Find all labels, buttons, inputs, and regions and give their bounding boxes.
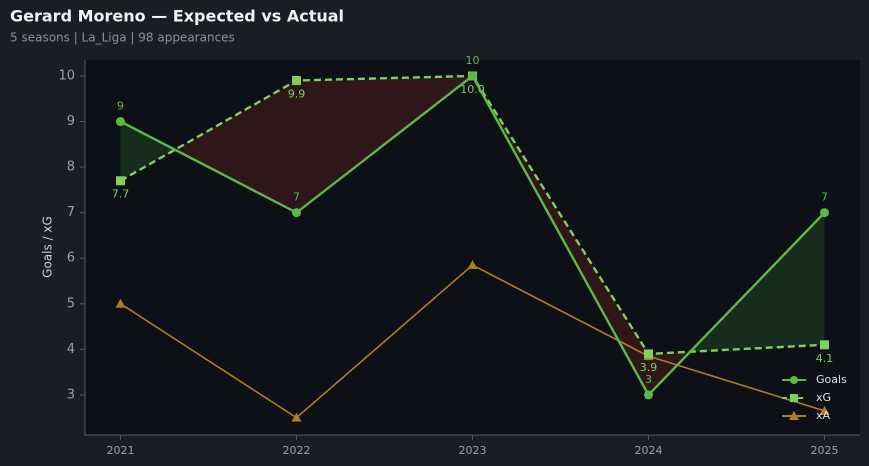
data-label: 9: [117, 100, 124, 113]
x-tick-label: 2022: [283, 444, 311, 457]
y-tick-label: 9: [67, 114, 75, 129]
legend-marker: [790, 376, 798, 384]
legend-marker: [790, 394, 798, 402]
data-label: 7: [293, 191, 300, 204]
fill-between: [120, 121, 175, 181]
y-tick-label: 6: [67, 251, 75, 266]
data-label: 10: [466, 54, 480, 67]
legend-label: xA: [816, 409, 831, 422]
data-label: 7.7: [112, 188, 130, 201]
point: [292, 76, 301, 86]
point: [644, 390, 653, 400]
y-tick-label: 4: [67, 342, 75, 357]
point: [116, 117, 125, 127]
x-tick-label: 2025: [811, 444, 839, 457]
data-label: 4.1: [816, 352, 834, 365]
data-label: 3.9: [640, 361, 658, 374]
point: [115, 298, 126, 308]
y-tick-label: 8: [67, 160, 75, 175]
chart-title: Gerard Moreno — Expected vs Actual: [10, 7, 344, 26]
point: [467, 260, 478, 270]
point: [468, 71, 477, 81]
chart-subtitle: 5 seasons | La_Liga | 98 appearances: [10, 31, 235, 45]
point: [819, 405, 830, 415]
y-tick-label: 7: [67, 205, 75, 220]
data-label: 3: [645, 373, 652, 386]
point: [292, 208, 301, 218]
legend-label: xG: [816, 391, 831, 404]
y-tick-label: 3: [67, 387, 75, 402]
y-tick-label: 5: [67, 296, 75, 311]
y-axis-label: Goals / xG: [41, 216, 55, 278]
data-label: 7: [821, 191, 828, 204]
legend-label: Goals: [816, 373, 847, 386]
x-tick-label: 2023: [459, 444, 487, 457]
point: [291, 412, 302, 422]
legend-marker: [789, 411, 799, 420]
point: [116, 176, 125, 186]
x-tick-label: 2021: [107, 444, 135, 457]
point: [820, 340, 829, 350]
data-label: 9.9: [288, 88, 306, 101]
plot-area: [85, 60, 860, 435]
x-tick-label: 2024: [635, 444, 663, 457]
y-tick-label: 10: [58, 68, 75, 83]
fill-between: [174, 80, 297, 213]
point: [820, 208, 829, 218]
point: [644, 349, 653, 359]
